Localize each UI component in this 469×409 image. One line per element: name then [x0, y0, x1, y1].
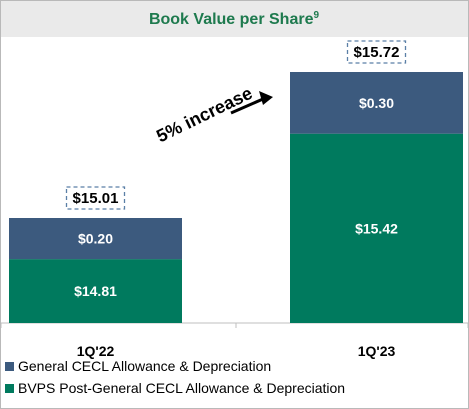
legend-label-0: General CECL Allowance & Depreciation — [18, 358, 271, 374]
legend-swatch-1 — [5, 384, 14, 393]
legend-label-1: BVPS Post-General CECL Allowance & Depre… — [18, 380, 345, 396]
data-label-cecl-1: $0.30 — [359, 95, 394, 111]
title-band — [1, 1, 468, 37]
total-label-box-0 — [65, 186, 126, 210]
total-label-0: $15.01 — [73, 190, 119, 207]
increase-annotation: 5% increase — [153, 83, 255, 147]
data-label-bvps-0: $14.81 — [74, 283, 117, 299]
increase-arrow-head — [259, 91, 273, 105]
x-tick-label-0: 1Q'22 — [77, 343, 115, 359]
bar-segment-bvps-1 — [290, 133, 463, 323]
x-tick-label-1: 1Q'23 — [358, 343, 396, 359]
total-label-box-1 — [346, 40, 407, 64]
increase-arrow-shaft — [230, 97, 264, 115]
chart-title: Book Value per Share9 — [149, 10, 320, 28]
legend-swatch-0 — [5, 362, 14, 371]
data-label-bvps-1: $15.42 — [355, 220, 398, 236]
data-label-cecl-0: $0.20 — [78, 231, 113, 247]
bar-segment-cecl-0 — [9, 218, 182, 260]
total-label-1: $15.72 — [354, 44, 400, 61]
title-footnote: 9 — [313, 10, 319, 21]
bar-segment-bvps-0 — [9, 259, 182, 323]
plot-area: $14.81 $0.20 $15.01 1Q'22 $15.42 $0.30 $15.72 1… — [1, 40, 468, 396]
bar-segment-cecl-1 — [290, 72, 463, 134]
